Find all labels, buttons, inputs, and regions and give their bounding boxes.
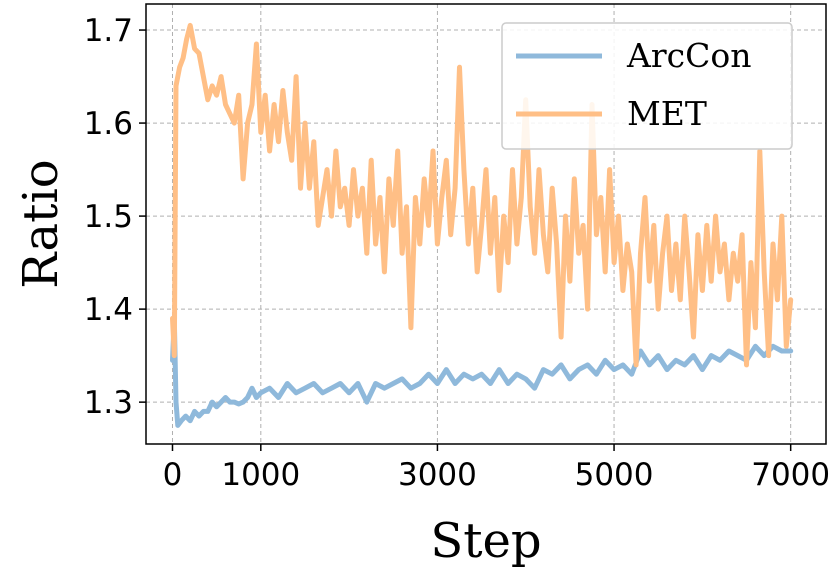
x-tick-label: 3000 — [398, 457, 477, 493]
y-tick-label: 1.5 — [84, 199, 133, 235]
y-axis: 1.3 1.4 1.5 1.6 1.7 — [84, 13, 146, 421]
x-tick-label: 1000 — [221, 457, 300, 493]
plot-frame — [145, 3, 827, 445]
x-tick-label: 0 — [163, 457, 183, 493]
x-tick-label: 5000 — [575, 457, 654, 493]
legend-label-met: MET — [627, 94, 707, 133]
y-tick-label: 1.6 — [84, 106, 133, 142]
y-axis-label: Ratio — [13, 159, 69, 288]
x-axis: 0 1000 3000 5000 7000 — [163, 444, 830, 493]
legend-label-arccon: ArcCon — [626, 36, 751, 75]
y-tick-label: 1.3 — [84, 385, 133, 421]
x-axis-label: Step — [430, 513, 541, 568]
series-line-arccon — [170, 315, 794, 428]
y-tick-label: 1.7 — [84, 13, 133, 49]
x-tick-label: 7000 — [751, 457, 830, 493]
legend: ArcCon MET — [501, 22, 793, 150]
y-tick-label: 1.4 — [84, 292, 133, 328]
series-layer — [170, 22, 794, 428]
series-line-met — [170, 22, 794, 368]
